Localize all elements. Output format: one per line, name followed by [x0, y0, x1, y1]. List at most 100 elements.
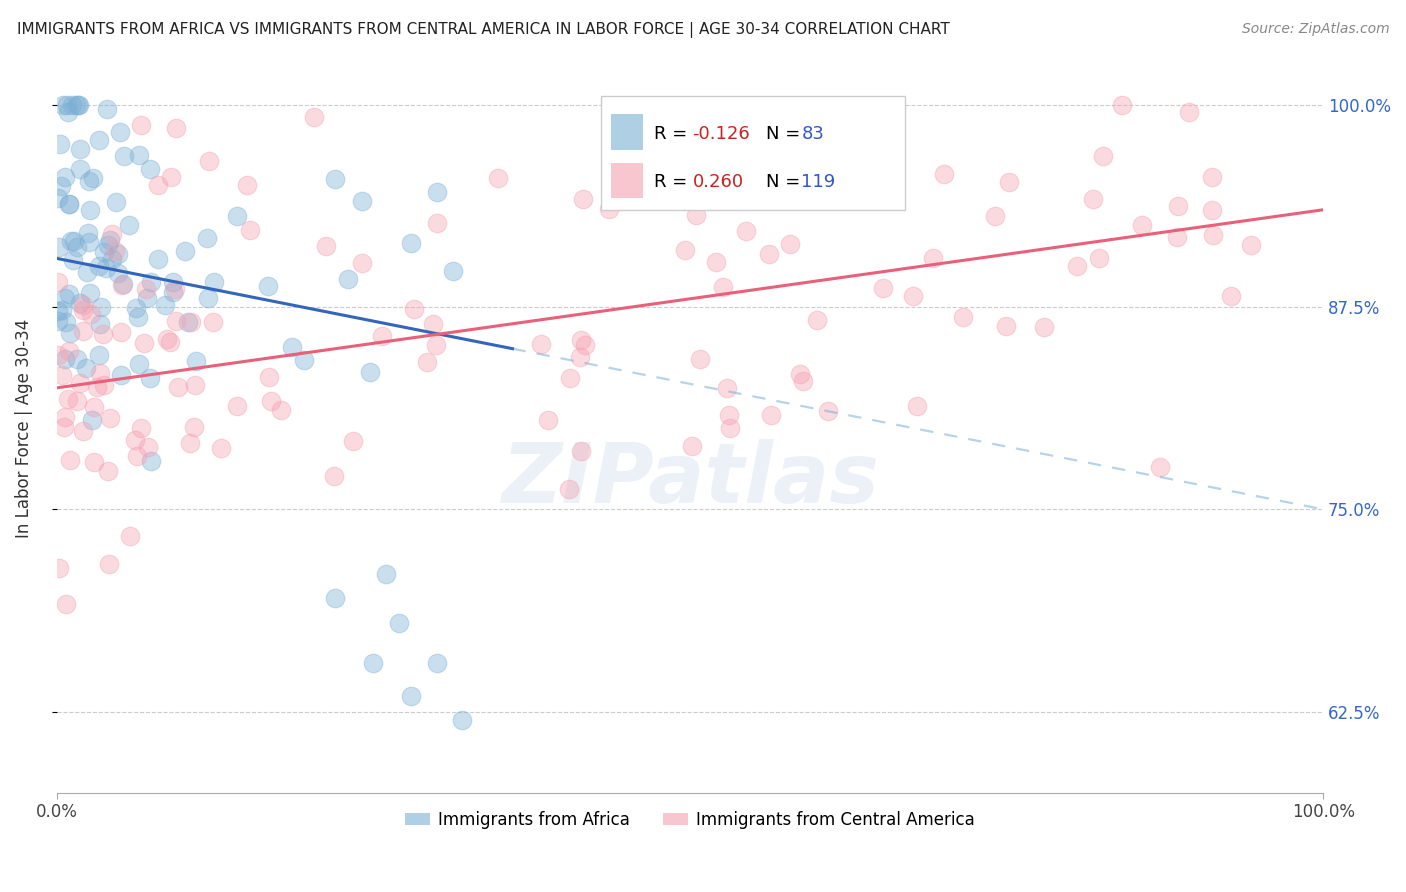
Immigrants from Central America	[537, 413, 560, 427]
Text: 0.260: 0.260	[692, 173, 744, 191]
Immigrants from Central America	[1167, 199, 1189, 213]
Immigrants from Africa	[93, 245, 115, 260]
Immigrants from Central America	[100, 227, 122, 242]
Immigrants from Africa	[89, 348, 111, 362]
Immigrants from Central America	[572, 192, 595, 206]
Immigrants from Africa	[46, 303, 69, 318]
Immigrants from Africa	[195, 231, 218, 245]
Immigrants from Central America	[416, 355, 439, 369]
Immigrants from Central America	[80, 307, 103, 321]
FancyBboxPatch shape	[602, 96, 905, 210]
Immigrants from Africa	[66, 352, 89, 367]
Immigrants from Africa	[90, 300, 112, 314]
Immigrants from Central America	[98, 411, 121, 425]
Immigrants from Africa	[107, 247, 129, 261]
Immigrants from Africa	[76, 265, 98, 279]
Immigrants from Central America	[89, 366, 111, 380]
Immigrants from Central America	[179, 436, 201, 450]
Immigrants from Africa	[69, 142, 91, 156]
Immigrants from Africa	[75, 361, 97, 376]
Text: 83: 83	[801, 125, 824, 143]
Immigrants from Central America	[58, 344, 80, 359]
Immigrants from Central America	[1066, 259, 1088, 273]
Immigrants from Africa	[98, 233, 121, 247]
Immigrants from Africa	[94, 260, 117, 275]
Immigrants from Africa	[128, 357, 150, 371]
Y-axis label: In Labor Force | Age 30-34: In Labor Force | Age 30-34	[15, 318, 32, 538]
Immigrants from Africa	[89, 317, 111, 331]
Immigrants from Central America	[239, 223, 262, 237]
Immigrants from Central America	[304, 110, 326, 124]
Immigrants from Central America	[984, 209, 1007, 223]
Immigrants from Africa	[184, 353, 207, 368]
Immigrants from Africa	[139, 275, 162, 289]
Immigrants from Central America	[422, 317, 444, 331]
Immigrants from Central America	[342, 434, 364, 448]
Legend: Immigrants from Africa, Immigrants from Central America: Immigrants from Africa, Immigrants from …	[398, 804, 981, 835]
Immigrants from Africa	[53, 291, 76, 305]
Immigrants from Central America	[53, 410, 76, 425]
Immigrants from Central America	[716, 381, 738, 395]
Immigrants from Africa	[112, 149, 135, 163]
Immigrants from Central America	[1032, 320, 1054, 334]
Immigrants from Central America	[46, 275, 69, 289]
Immigrants from Africa	[96, 103, 118, 117]
Immigrants from Central America	[486, 171, 509, 186]
Immigrants from Africa	[69, 295, 91, 310]
Immigrants from Central America	[165, 314, 187, 328]
Immigrants from Central America	[426, 216, 449, 230]
Immigrants from Central America	[905, 399, 928, 413]
Immigrants from Africa	[426, 185, 449, 199]
Immigrants from Central America	[125, 450, 148, 464]
Text: 119: 119	[801, 173, 835, 191]
Immigrants from Africa	[139, 161, 162, 176]
Immigrants from Central America	[83, 454, 105, 468]
Immigrants from Central America	[598, 202, 620, 217]
Immigrants from Africa	[55, 316, 77, 330]
Immigrants from Africa	[79, 285, 101, 300]
Immigrants from Central America	[165, 282, 187, 296]
Immigrants from Central America	[48, 561, 70, 575]
Immigrants from Central America	[146, 178, 169, 193]
Immigrants from Africa	[58, 286, 80, 301]
Immigrants from Africa	[441, 264, 464, 278]
Immigrants from Central America	[46, 348, 69, 362]
Immigrants from Africa	[197, 291, 219, 305]
Text: N =: N =	[766, 125, 806, 143]
Text: Source: ZipAtlas.com: Source: ZipAtlas.com	[1241, 22, 1389, 37]
Immigrants from Africa	[112, 277, 135, 291]
Immigrants from Africa	[139, 453, 162, 467]
Immigrants from Central America	[952, 310, 974, 325]
Immigrants from Central America	[180, 315, 202, 329]
Immigrants from Central America	[704, 255, 727, 269]
Immigrants from Central America	[159, 170, 181, 185]
Text: R =: R =	[654, 173, 693, 191]
Text: R =: R =	[654, 125, 693, 143]
Immigrants from Central America	[872, 281, 894, 295]
Immigrants from Central America	[574, 338, 596, 352]
Immigrants from Africa	[77, 226, 100, 240]
Immigrants from Central America	[806, 313, 828, 327]
Immigrants from Central America	[51, 368, 73, 382]
Immigrants from Africa	[46, 191, 69, 205]
Immigrants from Central America	[72, 324, 94, 338]
Immigrants from Africa	[162, 285, 184, 300]
Immigrants from Africa	[128, 148, 150, 162]
Immigrants from Central America	[129, 119, 152, 133]
Immigrants from Africa	[153, 298, 176, 312]
Immigrants from Africa	[374, 567, 396, 582]
Immigrants from Africa	[63, 234, 86, 248]
Immigrants from Central America	[922, 251, 945, 265]
Immigrants from Central America	[72, 424, 94, 438]
Immigrants from Central America	[792, 374, 814, 388]
Immigrants from Central America	[197, 154, 219, 169]
Immigrants from Central America	[425, 337, 447, 351]
Immigrants from Africa	[177, 315, 200, 329]
Immigrants from Africa	[69, 162, 91, 177]
Immigrants from Africa	[387, 615, 409, 630]
Immigrants from Africa	[62, 252, 84, 267]
Immigrants from Central America	[689, 351, 711, 366]
Immigrants from Central America	[759, 408, 782, 422]
Immigrants from Africa	[59, 326, 82, 340]
Immigrants from Central America	[91, 327, 114, 342]
